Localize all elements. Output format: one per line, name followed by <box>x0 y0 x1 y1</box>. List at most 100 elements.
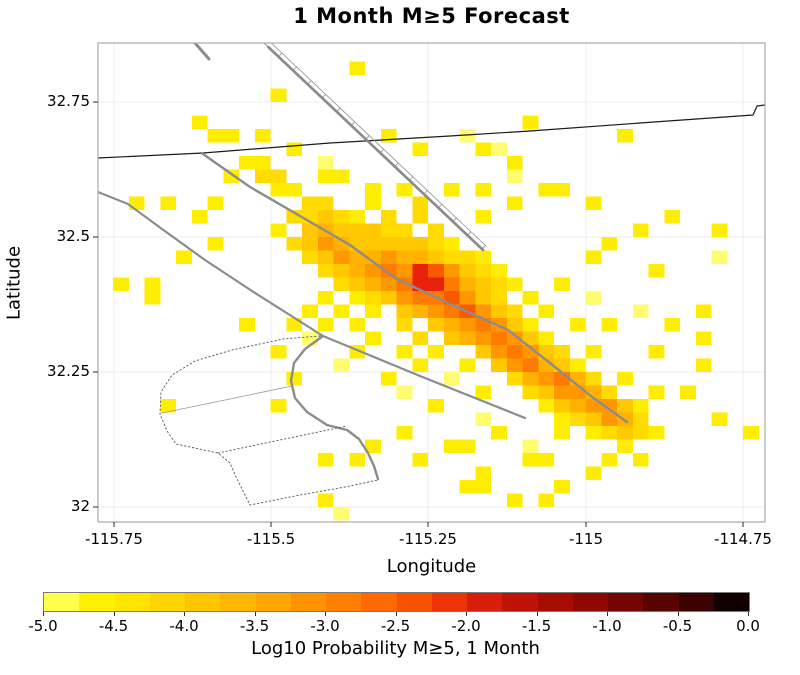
plot-frame <box>97 42 766 523</box>
heat-cell <box>569 372 586 386</box>
heat-cell <box>396 250 413 264</box>
heat-cell <box>443 372 460 386</box>
heat-cell <box>632 426 649 440</box>
y-tick-label: 32.25 <box>47 362 90 380</box>
axis-tick-marks <box>93 101 744 527</box>
heat-cell <box>695 358 712 372</box>
heat-cell <box>380 250 397 264</box>
colorbar-segment <box>537 593 573 611</box>
heat-cell <box>317 250 334 264</box>
x-tick-label: -114.75 <box>714 530 772 548</box>
heat-cell <box>475 210 491 224</box>
heat-cell <box>428 345 444 359</box>
colorbar-tick-label: -1.5 <box>521 617 552 635</box>
colorbar-tick-mark <box>254 612 256 616</box>
heat-cell <box>160 196 176 210</box>
heat-cell <box>491 264 507 278</box>
y-axis-label: Latitude <box>3 245 25 321</box>
heat-cell <box>380 372 397 386</box>
colorbar-segment <box>114 593 150 611</box>
colorbar-segment <box>326 593 362 611</box>
colorbar-tick-mark <box>677 612 679 616</box>
colorbar-segment <box>255 593 291 611</box>
heat-cell <box>632 223 649 237</box>
heat-cell <box>191 115 208 129</box>
field-line-b-line <box>217 425 348 454</box>
colorbar-segment <box>678 593 714 611</box>
heat-cell <box>617 426 633 440</box>
heat-cell <box>522 345 539 359</box>
heat-cell <box>317 318 334 332</box>
heat-cell <box>365 331 381 345</box>
heat-cell <box>475 183 491 197</box>
heat-cell <box>617 439 633 453</box>
heat-cell <box>554 358 570 372</box>
heat-cell <box>475 264 491 278</box>
heat-cell <box>538 453 554 467</box>
heat-cell <box>538 493 554 507</box>
heat-cell <box>349 453 365 467</box>
heat-cell <box>648 426 665 440</box>
heat-cell <box>585 250 602 264</box>
heat-cell <box>270 399 287 413</box>
heatmap-cells <box>113 61 759 521</box>
heat-cell <box>554 345 570 359</box>
heat-cell <box>207 196 224 210</box>
heat-cell <box>207 129 224 143</box>
heat-cell <box>695 304 712 318</box>
heat-cell <box>317 210 334 224</box>
colorbar <box>43 592 750 612</box>
heat-cell <box>664 318 680 332</box>
heat-cell <box>333 264 350 278</box>
colorbar-tick-label: -0.5 <box>662 617 693 635</box>
heat-cell <box>554 277 570 291</box>
colorbar-tick-label: -4.0 <box>169 617 199 635</box>
heat-cell <box>443 439 460 453</box>
heat-cell <box>396 183 413 197</box>
y-tick-label: 32 <box>70 497 90 515</box>
heat-cell <box>617 372 633 386</box>
heat-cell <box>396 237 413 251</box>
heat-cell <box>443 183 460 197</box>
heat-cell <box>601 385 617 399</box>
heat-cell <box>648 385 665 399</box>
railway-fault-overlay <box>267 45 485 252</box>
heat-cell <box>302 237 318 251</box>
heat-cell <box>506 304 523 318</box>
heat-cell <box>632 399 649 413</box>
heat-cell <box>317 291 334 305</box>
heat-cell <box>522 439 539 453</box>
heat-cell <box>632 304 649 318</box>
heat-cell <box>254 156 271 170</box>
heat-cell <box>491 426 507 440</box>
heat-cell <box>506 493 523 507</box>
heat-cell <box>333 237 350 251</box>
heat-cell <box>365 237 381 251</box>
colorbar-tick-label: -3.5 <box>239 617 270 635</box>
heat-cell <box>365 223 381 237</box>
heat-cell <box>349 291 365 305</box>
heat-cell <box>459 277 476 291</box>
heat-cell <box>491 291 507 305</box>
heat-cell <box>365 183 381 197</box>
colorbar-segment <box>467 593 503 611</box>
heat-cell <box>538 304 554 318</box>
heat-cell <box>396 291 413 305</box>
heat-cell <box>506 196 523 210</box>
field-boundary-outline-line <box>159 335 379 506</box>
colorbar-tick-mark <box>113 612 115 616</box>
heat-cell <box>475 345 491 359</box>
heat-cell <box>396 345 413 359</box>
heat-cell <box>333 223 350 237</box>
heat-cell <box>475 412 491 426</box>
heat-cell <box>538 385 554 399</box>
heat-cell <box>443 264 460 278</box>
heat-cell <box>412 264 428 278</box>
colorbar-segment <box>185 593 221 611</box>
heat-cell <box>349 318 365 332</box>
heat-cell <box>491 304 507 318</box>
heat-cell <box>428 318 444 332</box>
colorbar-segment <box>396 593 432 611</box>
